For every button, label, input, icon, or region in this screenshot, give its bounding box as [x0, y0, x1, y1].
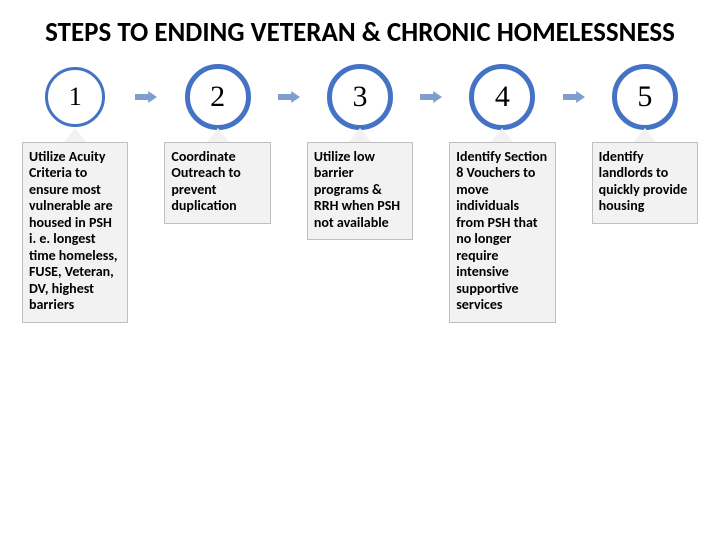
- desc-cell-1: Utilize Acuity Criteria to ensure most v…: [18, 128, 132, 323]
- step-cell-3: 3: [303, 64, 417, 130]
- spacer: [560, 128, 588, 323]
- pointer-up-icon: [207, 128, 229, 142]
- step-cell-1: 1: [18, 67, 132, 127]
- pointer-up-icon: [491, 128, 513, 142]
- arrow-2: [275, 91, 303, 103]
- step-desc-4: Identify Section 8 Vouchers to move indi…: [449, 142, 555, 323]
- desc-cell-4: Identify Section 8 Vouchers to move indi…: [445, 128, 559, 323]
- step-cell-2: 2: [160, 64, 274, 130]
- pointer-up-icon: [634, 128, 656, 142]
- step-desc-5: Identify landlords to quickly provide ho…: [592, 142, 698, 224]
- step-desc-1: Utilize Acuity Criteria to ensure most v…: [22, 142, 128, 323]
- step-cell-4: 4: [445, 64, 559, 130]
- step-desc-3: Utilize low barrier programs & RRH when …: [307, 142, 413, 241]
- step-circle-2: 2: [185, 64, 251, 130]
- desc-cell-3: Utilize low barrier programs & RRH when …: [303, 128, 417, 323]
- step-circle-5: 5: [612, 64, 678, 130]
- spacer: [132, 128, 160, 323]
- arrow-right-icon: [563, 91, 585, 103]
- arrow-right-icon: [135, 91, 157, 103]
- spacer: [275, 128, 303, 323]
- arrow-4: [560, 91, 588, 103]
- spacer: [417, 128, 445, 323]
- step-cell-5: 5: [588, 64, 702, 130]
- pointer-up-icon: [64, 128, 86, 142]
- step-circle-4: 4: [469, 64, 535, 130]
- arrow-right-icon: [420, 91, 442, 103]
- step-circle-3: 3: [327, 64, 393, 130]
- arrow-right-icon: [278, 91, 300, 103]
- arrow-1: [132, 91, 160, 103]
- step-circle-1: 1: [45, 67, 105, 127]
- arrow-3: [417, 91, 445, 103]
- page-title: STEPS TO ENDING VETERAN & CHRONIC HOMELE…: [0, 0, 720, 56]
- pointer-up-icon: [349, 128, 371, 142]
- descriptions-row: Utilize Acuity Criteria to ensure most v…: [0, 128, 720, 323]
- desc-cell-5: Identify landlords to quickly provide ho…: [588, 128, 702, 323]
- step-desc-2: Coordinate Outreach to prevent duplicati…: [164, 142, 270, 224]
- desc-cell-2: Coordinate Outreach to prevent duplicati…: [160, 128, 274, 323]
- steps-row: 1 2 3 4 5: [0, 56, 720, 130]
